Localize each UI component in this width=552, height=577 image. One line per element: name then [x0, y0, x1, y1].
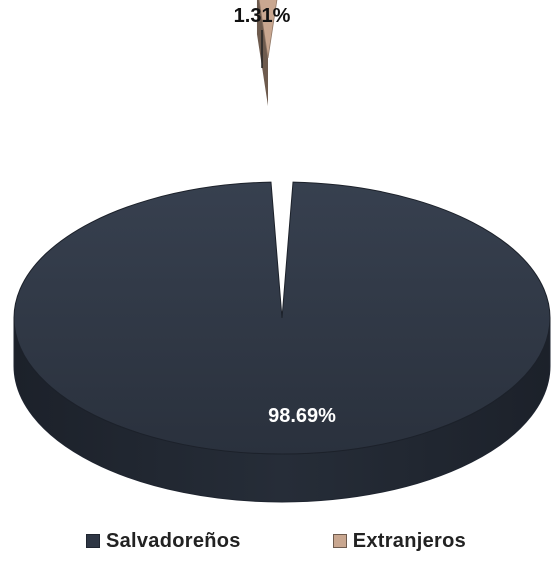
legend-swatch-extranjeros [332, 534, 347, 548]
slice-extranjeros [258, 0, 278, 59]
legend-label-salvadorenos: Salvadoreños [105, 529, 241, 552]
legend: Salvadoreños Extranjeros [0, 526, 552, 556]
legend-swatch-salvadorenos [85, 534, 100, 548]
data-label-salvadorenos: 98.69% [268, 405, 336, 427]
legend-item-salvadorenos: Salvadoreños [85, 529, 241, 553]
data-label-extranjeros: 1.31% [234, 5, 291, 27]
legend-item-extranjeros: Extranjeros [332, 529, 467, 553]
legend-label-extranjeros: Extranjeros [352, 529, 467, 552]
slice-salvadorenos [13, 181, 551, 455]
